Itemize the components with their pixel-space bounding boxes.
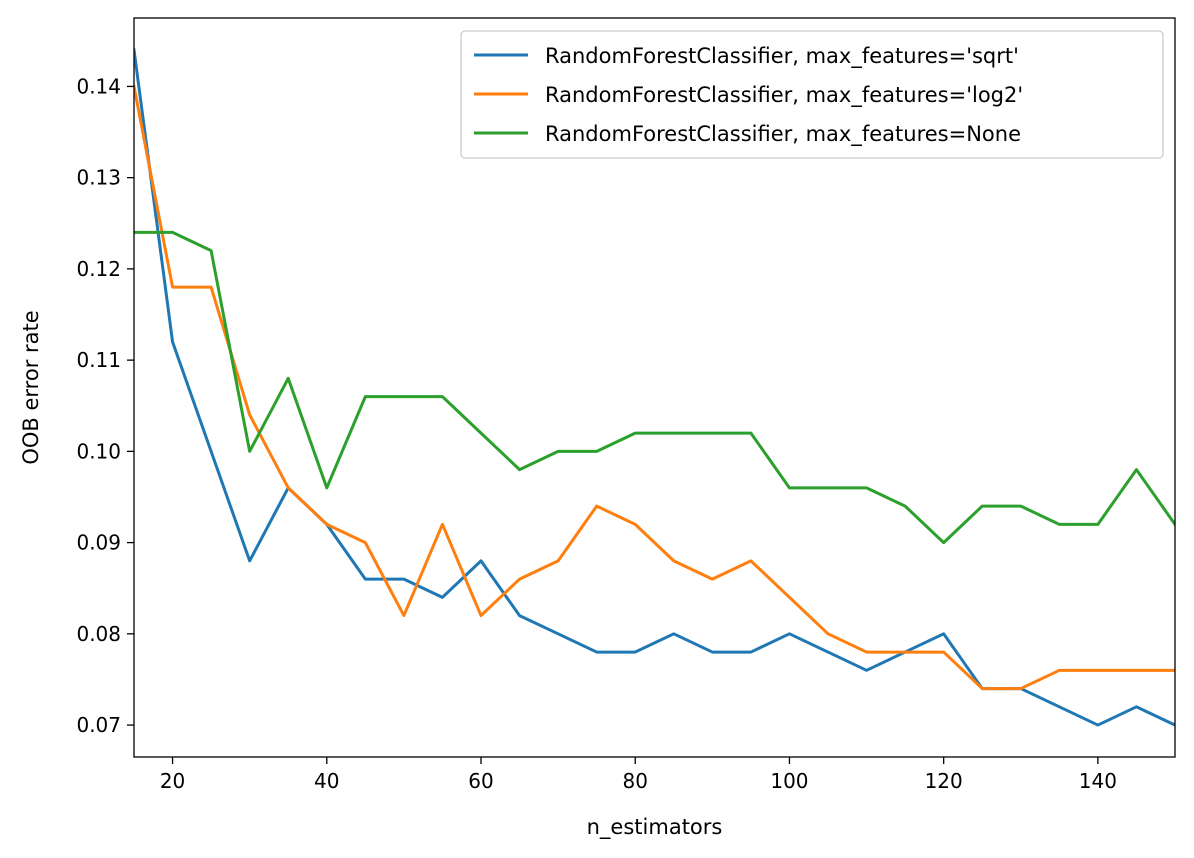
x-tick-label: 40: [314, 769, 339, 793]
legend-label-2: RandomForestClassifier, max_features=Non…: [545, 122, 1021, 147]
y-tick-label: 0.10: [76, 439, 121, 463]
x-axis-label: n_estimators: [587, 815, 723, 840]
y-tick-label: 0.12: [76, 257, 121, 281]
legend-label-0: RandomForestClassifier, max_features='sq…: [545, 44, 1019, 69]
x-tick-label: 100: [770, 769, 808, 793]
y-axis-label: OOB error rate: [19, 310, 43, 464]
x-tick-label: 60: [468, 769, 493, 793]
y-tick-label: 0.11: [76, 348, 121, 372]
series-line-1: [134, 84, 1175, 691]
x-tick-label: 140: [1079, 769, 1117, 793]
x-tick-label: 20: [160, 769, 185, 793]
y-axis-ticks: 0.07 0.08 0.09 0.10 0.11 0.12 0.13 0.14: [76, 74, 134, 737]
legend-box: [460, 30, 1164, 159]
plot-frame: [133, 17, 1176, 758]
x-tick-label: 120: [925, 769, 963, 793]
y-tick-label: 0.07: [76, 713, 121, 737]
series-layer: [134, 48, 1175, 727]
y-tick-label: 0.09: [76, 531, 121, 555]
y-tick-label: 0.08: [76, 622, 121, 646]
x-axis-ticks: 20 40 60 80 100 120 140: [160, 757, 1117, 793]
series-line-2: [134, 230, 1175, 545]
legend-label-1: RandomForestClassifier, max_features='lo…: [545, 83, 1023, 108]
legend: RandomForestClassifier, max_features='sq…: [460, 30, 1164, 159]
y-tick-label: 0.13: [76, 166, 121, 190]
x-tick-label: 80: [622, 769, 647, 793]
y-tick-label: 0.14: [76, 74, 121, 98]
